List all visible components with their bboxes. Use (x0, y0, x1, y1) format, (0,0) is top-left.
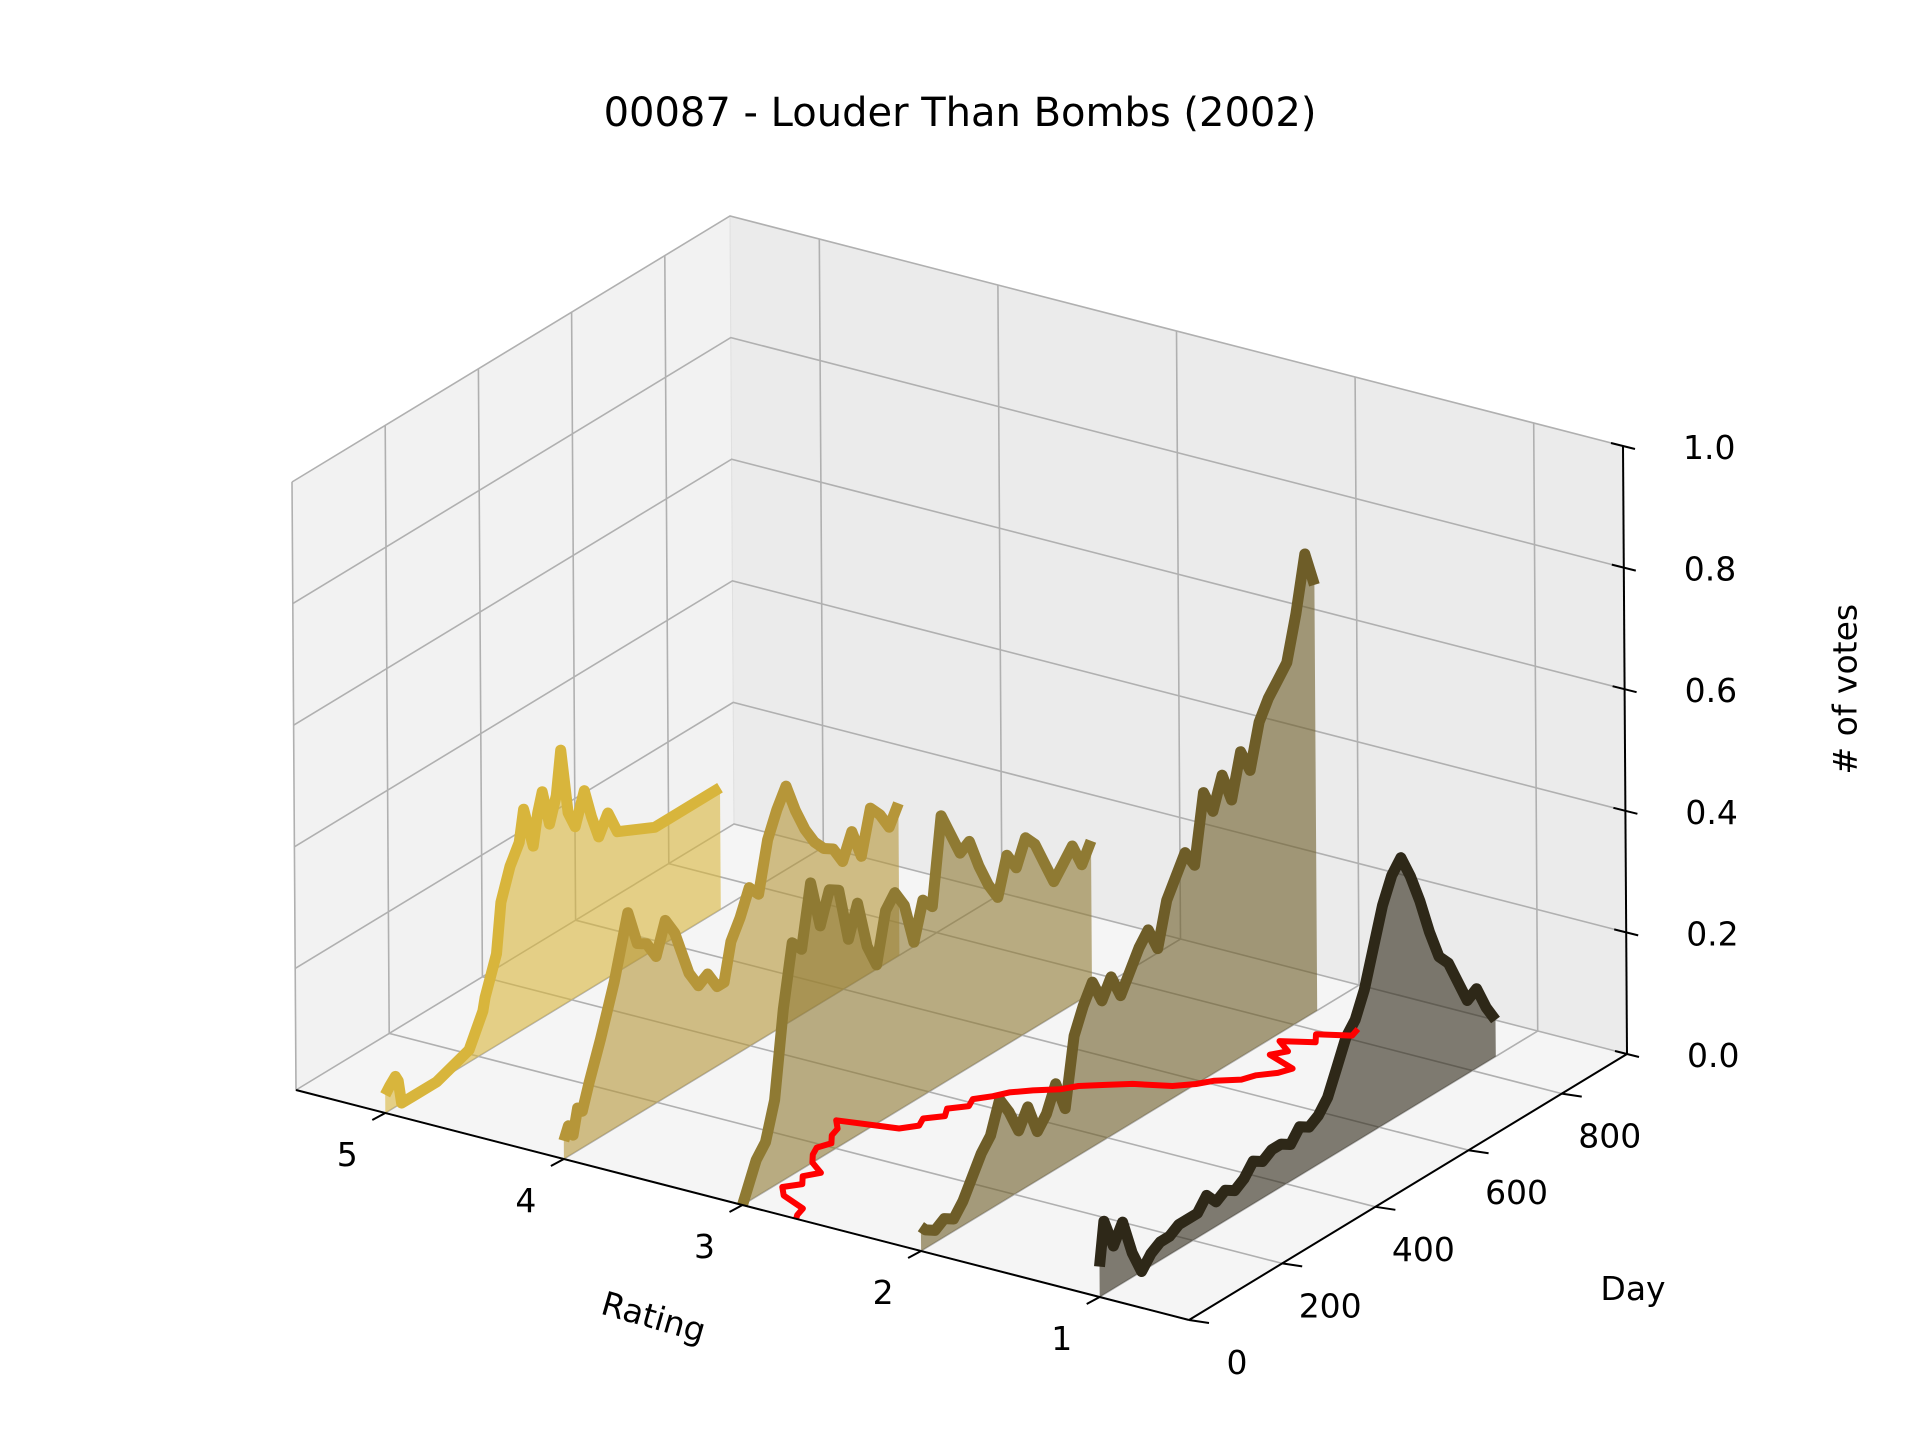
z-tick-mark (1611, 563, 1637, 572)
series-area-rating-5 (385, 750, 721, 1113)
series-line-rating-1 (1094, 852, 1500, 1277)
y-tick-mark (1468, 1149, 1489, 1155)
series-line-rating-3 (737, 810, 1097, 1207)
axis-panes (291, 215, 1629, 1321)
series-line-rating-2 (917, 548, 1320, 1236)
y-axis-label: Day (1600, 1269, 1665, 1308)
y-tick-label: 200 (1299, 1286, 1362, 1325)
series-line-rating-4 (558, 780, 904, 1143)
z-tick-label: 0.4 (1685, 793, 1737, 832)
z-gridline (294, 701, 1627, 970)
chart-title: 00087 - Louder Than Bombs (2002) (604, 90, 1317, 136)
z-tick-label: 0.0 (1687, 1036, 1739, 1075)
z-tick-mark (1612, 685, 1637, 694)
x-tick-label: 2 (873, 1273, 894, 1312)
z-tick-mark (1613, 928, 1639, 937)
y-tick-label: 400 (1392, 1230, 1455, 1269)
x-tick-mark (729, 1204, 743, 1213)
z-tick-mark (1610, 442, 1636, 450)
series-rating-4 (558, 780, 904, 1159)
z-gridline (293, 579, 1626, 848)
series-rating-3 (737, 810, 1097, 1207)
series-rating-1 (1094, 852, 1500, 1297)
series-rating-2 (917, 548, 1320, 1251)
series-area-rating-3 (742, 815, 1092, 1205)
series-area-rating-1 (1099, 857, 1496, 1297)
z-tick-mark (1613, 806, 1638, 815)
x-axis-label: Rating (597, 1284, 710, 1351)
z-tick-label: 1.0 (1683, 428, 1735, 467)
series-area-rating-2 (920, 554, 1318, 1251)
z-tick-label: 0.2 (1686, 914, 1738, 953)
axis-lines: 5 4 3 2 1 0 200 400 600 800 0.0 0.2 0.4 0.6 0.8 1.0 (295, 428, 1739, 1382)
z-axis-line (1622, 445, 1628, 1055)
z-gridline (295, 823, 1628, 1091)
x-tick-mark (371, 1112, 386, 1121)
y-tick-mark (1561, 1092, 1582, 1098)
mean-rating-line (779, 1027, 1361, 1220)
y-tick-mark (1282, 1262, 1303, 1268)
x-tick-label: 4 (515, 1181, 536, 1220)
z-axis-label: # of votes (1826, 604, 1865, 775)
x-tick-mark (550, 1158, 565, 1167)
z-tick-mark (1614, 1050, 1640, 1058)
x-tick-mark (1086, 1296, 1101, 1305)
y-tick-label: 600 (1485, 1173, 1548, 1212)
x-tick-mark (907, 1250, 922, 1259)
y-tick-mark (1188, 1319, 1210, 1324)
series-rating-5 (380, 744, 723, 1113)
x-tick-label: 1 (1051, 1319, 1072, 1358)
z-tick-label: 0.8 (1684, 550, 1736, 589)
z-gridline (292, 336, 1624, 605)
z-gridline (293, 458, 1625, 726)
data-series (380, 548, 1500, 1297)
y-tick-mark (1375, 1205, 1396, 1211)
series-area-rating-4 (563, 786, 900, 1159)
series-line-rating-5 (380, 744, 723, 1109)
z-tick-label: 0.6 (1685, 671, 1737, 710)
y-tick-label: 0 (1227, 1343, 1248, 1382)
x-tick-label: 5 (337, 1135, 358, 1174)
y-tick-label: 800 (1578, 1117, 1641, 1156)
y-axis-line (1188, 1053, 1628, 1321)
z-gridline (291, 215, 1624, 483)
x-tick-label: 3 (694, 1227, 715, 1266)
